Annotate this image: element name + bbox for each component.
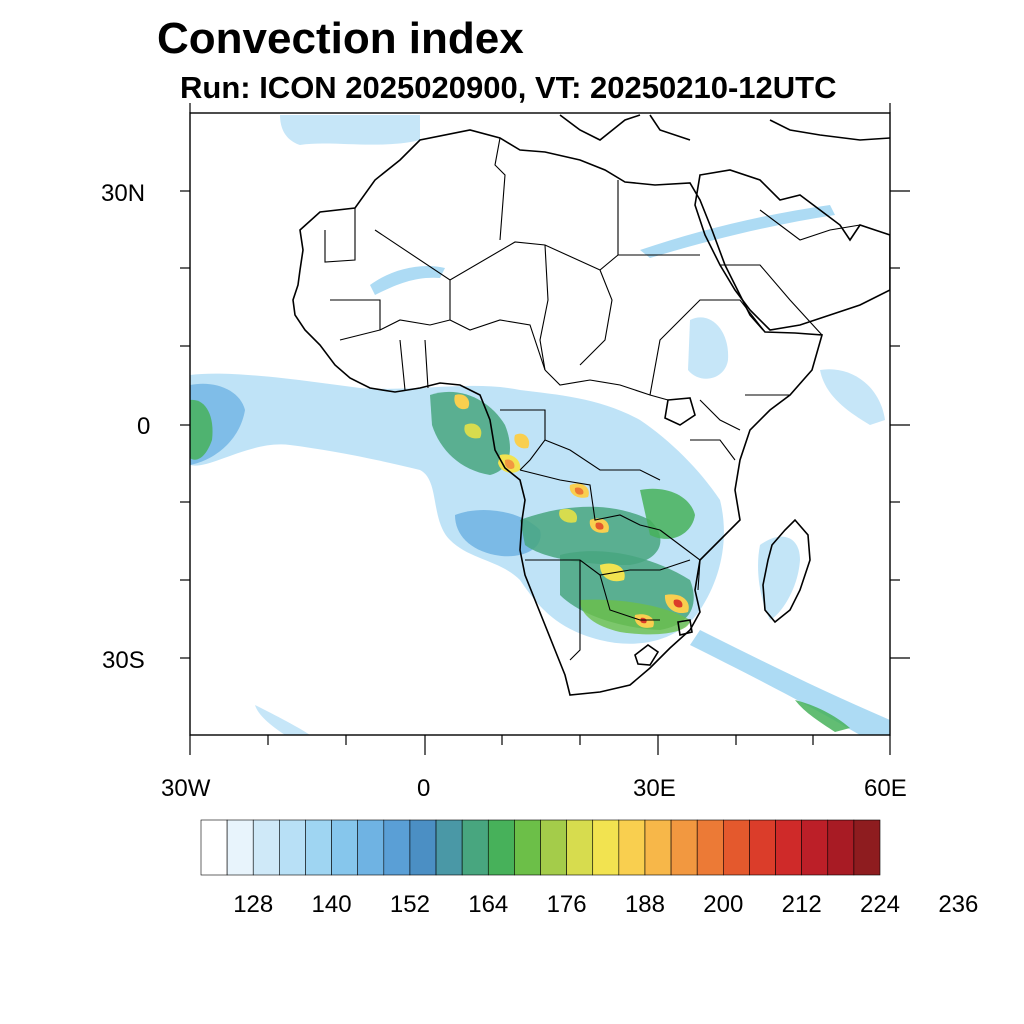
colorbar-swatch	[226, 819, 254, 876]
colorbar-tick-label: 212	[782, 891, 822, 918]
convection-core-atlantic	[190, 399, 213, 460]
colorbar-tick-label: 188	[625, 891, 665, 918]
colorbar-swatch	[200, 819, 228, 876]
convection-hotspot-mozambique-core	[673, 599, 683, 608]
coastlines	[292, 114, 890, 696]
colorbar-swatch	[461, 819, 489, 876]
colorbar-swatch	[618, 819, 646, 876]
colorbar-swatch	[670, 819, 698, 876]
country-borders	[324, 137, 861, 661]
colorbar-swatch	[487, 819, 515, 876]
convection-area-arabia	[640, 205, 835, 258]
convection-area-southern-ocean	[690, 630, 890, 735]
convection-hotspot-congo-3	[514, 433, 530, 449]
colorbar-swatch	[853, 819, 881, 876]
lat-label-0: 0	[137, 413, 151, 440]
convection-hotspot-zimbabwe	[600, 563, 625, 582]
colorbar-swatch	[514, 819, 541, 876]
convection-area-indian-ocean	[820, 369, 885, 425]
colorbar-swatch	[279, 819, 306, 876]
convection-area-med	[280, 115, 420, 145]
arabia-coastline	[694, 169, 890, 331]
colorbar-swatch	[357, 819, 385, 876]
colorbar-swatch	[801, 819, 829, 876]
colorbar-tick-label: 200	[703, 891, 743, 918]
lesotho-border	[634, 644, 660, 666]
convection-core-angola	[520, 506, 661, 565]
colorbar-tick-label: 236	[938, 891, 978, 918]
map-title: Convection index	[157, 14, 524, 63]
convection-hotspot-zambia-core	[595, 522, 604, 530]
lake-victoria	[664, 397, 696, 426]
colorbar-tick-label: 152	[390, 891, 430, 918]
europe-coastline	[559, 114, 890, 141]
colorbar-swatch	[305, 819, 332, 876]
convection-area-sahel	[370, 265, 445, 295]
madagascar-coastline	[762, 518, 811, 624]
convection-hotspot-congo-2	[464, 423, 482, 439]
convection-hotspot-congo-1	[454, 394, 470, 410]
colorbar-tick-label: 140	[312, 891, 352, 918]
lat-label-30n: 30N	[101, 180, 146, 207]
colorbar-swatch	[566, 819, 594, 876]
convection-hotspot-angola-2	[559, 508, 578, 523]
map-frame	[189, 112, 891, 736]
colorbar-swatch	[409, 819, 437, 876]
lon-label-60e: 60E	[864, 775, 907, 802]
colorbar-tick-label: 176	[547, 891, 587, 918]
colorbar-swatch	[252, 819, 280, 876]
convection-area-south-atlantic	[255, 705, 310, 735]
colorbar-swatch	[592, 819, 620, 876]
convection-field	[190, 115, 890, 735]
convection-area-zambia	[455, 510, 541, 557]
colorbar-tick-label: 224	[860, 891, 900, 918]
convection-hotspot-gabon-core	[504, 459, 515, 470]
axis-ticks	[180, 103, 910, 755]
africa-coastline	[292, 129, 824, 696]
colorbar-swatch	[775, 819, 802, 876]
convection-area-east-africa	[688, 317, 729, 379]
colorbar-swatch	[749, 819, 776, 876]
lon-label-30w: 30W	[161, 775, 211, 802]
convection-hotspot-angola-core	[574, 487, 584, 495]
lat-label-30s: 30S	[102, 647, 145, 674]
eswatini-border	[677, 619, 693, 636]
colorbar-swatch	[435, 819, 463, 876]
colorbar-swatch	[723, 819, 750, 876]
colorbar-swatch	[827, 819, 855, 876]
colorbar-swatch	[383, 819, 411, 876]
convection-core-east	[640, 488, 695, 539]
lon-label-30e: 30E	[633, 775, 676, 802]
colorbar-tick-label: 128	[233, 891, 273, 918]
colorbar-tick-label: 164	[468, 891, 508, 918]
colorbar-swatch	[696, 819, 724, 876]
colorbar-swatch	[331, 819, 358, 876]
colorbar-swatch	[540, 819, 567, 876]
convection-core-southern-ocean	[795, 700, 850, 732]
lon-label-0: 0	[417, 775, 431, 802]
colorbar-swatch	[644, 819, 672, 876]
map-subtitle: Run: ICON 2025020900, VT: 20250210-12UTC	[180, 70, 837, 105]
